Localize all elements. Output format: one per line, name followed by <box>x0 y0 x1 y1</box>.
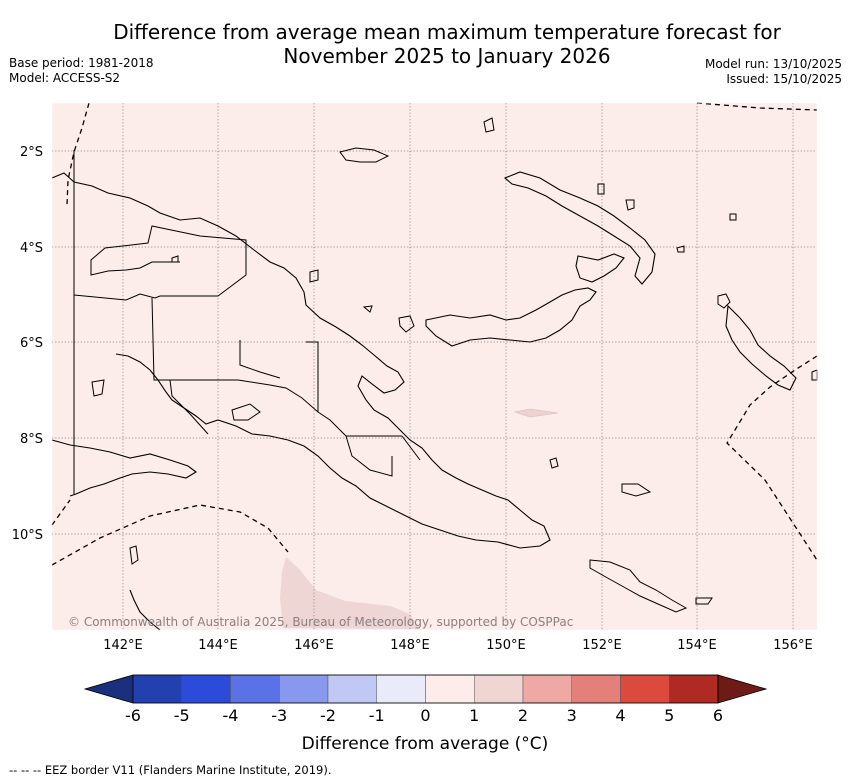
colorbar-segment <box>669 674 719 704</box>
new-guinea-coast <box>51 172 551 549</box>
model-run: Model run: 13/10/2025 <box>704 57 842 71</box>
lon-label-148e: 148°E <box>390 638 430 653</box>
map-panel <box>52 103 817 630</box>
colorbar-tick-label: 5 <box>664 706 674 725</box>
colorbar-tick-label: -3 <box>271 706 287 725</box>
new-ireland <box>503 171 656 285</box>
colorbar-segment <box>376 674 426 704</box>
colorbar-title: Difference from average (°C) <box>302 734 549 754</box>
new-britain <box>425 287 597 347</box>
lon-label-150e: 150°E <box>486 638 526 653</box>
anomaly-patch-south <box>280 557 420 629</box>
colorbar-segment <box>181 674 231 704</box>
colorbar-segment <box>522 674 572 704</box>
lon-labels: 142°E 144°E 146°E 148°E 150°E 152°E 154°… <box>103 638 813 653</box>
meta-left: Base period: 1981-2018 Model: ACCESS-S2 <box>9 56 154 86</box>
colorbar-segment <box>425 674 475 704</box>
copyright-notice: © Commonwealth of Australia 2025, Bureau… <box>68 615 573 629</box>
lat-label-8s: 8°S <box>20 432 43 447</box>
colorbar-segment <box>620 674 670 704</box>
colorbar-tick-label: -2 <box>320 706 336 725</box>
lat-label-6s: 6°S <box>20 336 43 351</box>
colorbar-segment <box>132 674 182 704</box>
colorbar-segment <box>571 674 621 704</box>
colorbar-tick-label: 4 <box>615 706 625 725</box>
colorbar-tick-label: -1 <box>369 706 385 725</box>
meta-right: Model run: 13/10/2025 Issued: 15/10/2025 <box>705 57 842 87</box>
colorbar-tick-label: 0 <box>420 706 430 725</box>
bougainville <box>725 304 797 391</box>
lon-label-152e: 152°E <box>582 638 622 653</box>
southern-coast <box>51 439 197 497</box>
title-line-2: November 2025 to January 2026 <box>283 44 611 68</box>
colorbar-tick-label: 6 <box>713 706 723 725</box>
colorbar-tick-label: -5 <box>174 706 190 725</box>
anomaly-patch-east <box>513 408 559 418</box>
colorbar-segment <box>474 674 524 704</box>
buka-island <box>717 293 731 309</box>
gridlines <box>52 103 817 630</box>
colorbar-extend-low <box>83 674 134 704</box>
small-islands <box>91 117 818 613</box>
title-line-1: Difference from average mean maximum tem… <box>113 20 781 44</box>
lat-label-10s: 10°S <box>12 528 43 543</box>
colorbar-frame <box>132 674 719 704</box>
lat-label-4s: 4°S <box>20 241 43 256</box>
new-britain-north <box>575 253 625 283</box>
lat-labels: 2°S 4°S 6°S 8°S 10°S <box>12 145 43 543</box>
colorbar-tick-label: 1 <box>469 706 479 725</box>
chart-title: Difference from average mean maximum tem… <box>60 20 834 68</box>
lon-label-156e: 156°E <box>773 638 813 653</box>
colorbar-tick-label: -4 <box>223 706 239 725</box>
colorbar-extend-high <box>717 674 768 704</box>
cape-york <box>129 589 161 631</box>
province-borders <box>73 150 421 494</box>
eez-footnote: -- -- -- EEZ border V11 (Flanders Marine… <box>9 763 332 777</box>
map-frame <box>51 102 818 631</box>
coastlines <box>51 150 551 549</box>
model-name: Model: ACCESS-S2 <box>9 71 121 85</box>
colorbar <box>83 674 768 704</box>
lon-label-146e: 146°E <box>294 638 334 653</box>
colorbar-segment <box>327 674 377 704</box>
lon-label-142e: 142°E <box>103 638 143 653</box>
colorbar-ticks: -6 -5 -4 -3 -2 -1 0 1 2 3 4 5 6 <box>125 706 723 725</box>
colorbar-tick-label: -6 <box>125 706 141 725</box>
colorbar-segment <box>230 674 280 704</box>
lat-label-2s: 2°S <box>20 145 43 160</box>
colorbar-tick-label: 2 <box>518 706 528 725</box>
colorbar-tick-label: 3 <box>567 706 577 725</box>
lon-label-144e: 144°E <box>198 638 238 653</box>
lon-label-154e: 154°E <box>677 638 717 653</box>
colorbar-segment <box>279 674 329 704</box>
issued-date: Issued: 15/10/2025 <box>726 72 842 86</box>
base-period: Base period: 1981-2018 <box>9 56 154 70</box>
